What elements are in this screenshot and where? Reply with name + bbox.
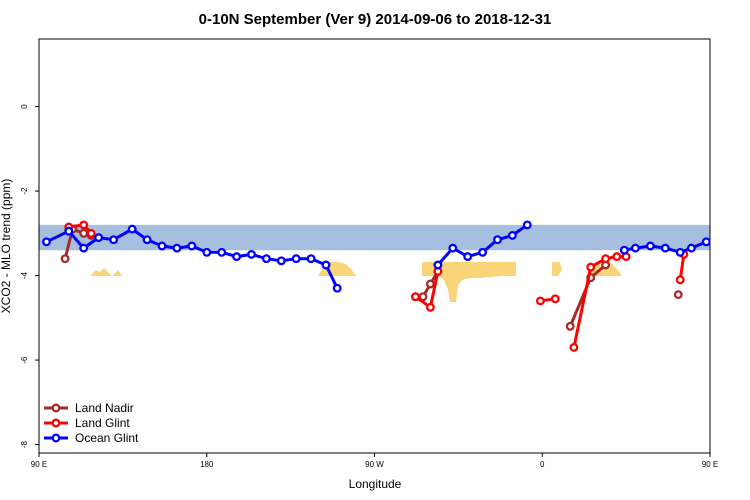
data-point-land-glint: [586, 262, 596, 272]
legend-label: Land Glint: [75, 416, 130, 430]
series-line-land-nadir: [732, 229, 750, 259]
data-point-land-glint: [675, 275, 685, 285]
data-point-land-glint: [535, 296, 545, 306]
data-point-ocean-glint: [276, 256, 286, 266]
data-point-land-glint: [601, 254, 611, 264]
chart-title: 0-10N September (Ver 9) 2014-09-06 to 20…: [199, 11, 552, 28]
legend-marker: [51, 403, 61, 413]
y-axis: 0 -2 -4 -6 -8: [20, 104, 39, 448]
y-tick-label: -8: [20, 440, 29, 448]
data-point-ocean-glint: [306, 254, 316, 264]
data-point-land-glint: [733, 224, 740, 231]
data-point-land-glint: [550, 294, 560, 304]
legend-item-land-glint: Land Glint: [44, 416, 130, 430]
data-point-land-nadir: [60, 254, 70, 264]
series-line-ocean-glint: [624, 238, 710, 254]
data-point-ocean-glint: [109, 235, 119, 245]
data-point-land-nadir: [729, 255, 736, 262]
data-point-ocean-glint: [645, 241, 655, 251]
data-point-ocean-glint: [332, 283, 342, 293]
data-point-land-glint: [425, 302, 435, 312]
land-masses: [90, 262, 622, 302]
data-point-ocean-glint: [493, 235, 502, 245]
data-point-ocean-glint: [142, 235, 152, 245]
data-point-land-nadir: [425, 279, 435, 289]
legend-marker: [51, 433, 61, 443]
data-point-land-glint: [79, 220, 89, 230]
y-tick-label: 0: [20, 104, 29, 109]
x-tick-label: 90 W: [365, 460, 384, 469]
data-point-ocean-glint: [448, 243, 458, 253]
x-tick-label: 180: [200, 460, 214, 469]
data-point-ocean-glint: [722, 230, 729, 237]
data-point-ocean-glint: [675, 247, 685, 257]
land-mass-africa: [422, 262, 516, 302]
legend-marker: [51, 418, 61, 428]
data-point-ocean-glint: [701, 237, 710, 247]
y-tick-label: -2: [20, 187, 29, 195]
data-point-ocean-glint: [202, 247, 212, 257]
land-mass-asia: [90, 268, 122, 276]
data-point-ocean-glint: [686, 243, 696, 253]
data-point-ocean-glint: [187, 241, 197, 251]
data-point-ocean-glint: [507, 230, 517, 240]
x-axis-label: Longitude: [349, 477, 402, 491]
land-mass-arabia: [552, 262, 562, 276]
data-point-ocean-glint: [522, 220, 532, 230]
data-point-ocean-glint: [94, 233, 104, 243]
data-point-ocean-glint: [463, 252, 473, 262]
series-land-glint: [64, 220, 750, 352]
x-tick-label: 90 E: [702, 460, 718, 469]
data-point-ocean-glint: [478, 247, 488, 257]
data-point-ocean-glint: [261, 254, 271, 264]
legend-label: Land Nadir: [75, 401, 134, 415]
data-point-ocean-glint: [172, 243, 182, 253]
series-layer: [42, 220, 750, 352]
legend-item-land-nadir: Land Nadir: [44, 401, 134, 415]
data-point-ocean-glint: [217, 247, 227, 257]
data-point-ocean-glint: [64, 226, 74, 236]
x-tick-label: 0: [540, 460, 545, 469]
data-point-land-nadir: [737, 226, 744, 233]
data-point-land-nadir: [79, 228, 89, 238]
data-point-ocean-glint: [630, 243, 640, 253]
data-point-ocean-glint: [127, 224, 137, 234]
data-point-ocean-glint: [42, 237, 51, 247]
y-axis-label: XCO2 - MLO trend (ppm): [0, 179, 13, 314]
data-point-ocean-glint: [733, 245, 740, 252]
data-point-ocean-glint: [321, 260, 331, 270]
data-point-ocean-glint: [79, 243, 89, 253]
data-point-land-glint: [411, 292, 420, 302]
data-point-land-nadir: [673, 290, 683, 300]
data-point-land-nadir: [565, 321, 575, 331]
ocean-band: [39, 224, 710, 251]
data-point-ocean-glint: [232, 252, 242, 262]
data-point-ocean-glint: [157, 241, 167, 251]
data-point-land-glint: [612, 252, 622, 262]
series-line-land-glint: [736, 225, 750, 233]
x-tick-label: 90 E: [31, 460, 47, 469]
data-point-land-glint: [569, 342, 579, 352]
land-mass-south-america: [340, 270, 354, 276]
data-point-ocean-glint: [619, 245, 629, 255]
series-ocean-glint: [42, 220, 740, 293]
y-tick-label: -4: [20, 271, 29, 279]
data-point-land-glint: [86, 228, 96, 238]
data-point-ocean-glint: [433, 260, 443, 270]
data-point-ocean-glint: [660, 243, 670, 253]
legend-item-ocean-glint: Ocean Glint: [44, 431, 139, 445]
legend-label: Ocean Glint: [75, 431, 139, 445]
y-tick-label: -6: [20, 356, 29, 364]
data-point-ocean-glint: [247, 249, 256, 259]
data-point-ocean-glint: [291, 254, 301, 264]
